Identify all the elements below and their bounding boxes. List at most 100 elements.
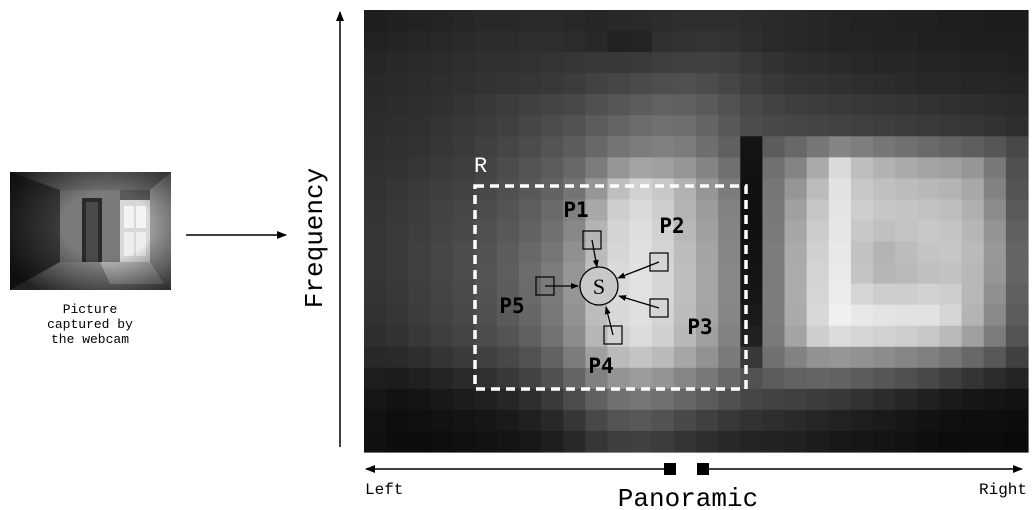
heatmap-cell (496, 136, 520, 158)
heatmap-cell (386, 73, 409, 95)
heatmap-cell (518, 325, 542, 348)
heatmap-cell (696, 346, 719, 369)
heatmap-cell (850, 430, 874, 453)
heatmap-cell (828, 178, 852, 201)
heatmap-cell (873, 367, 896, 390)
heatmap-cell (364, 430, 387, 453)
heatmap-cell (917, 283, 941, 306)
heatmap-cell (364, 283, 387, 306)
heatmap-cell (673, 304, 697, 327)
heatmap-cell (563, 388, 586, 411)
heatmap-cell (828, 31, 852, 53)
heatmap-cell (364, 136, 387, 158)
heatmap-cell (496, 10, 520, 32)
heatmap-cell (806, 10, 830, 32)
heatmap-cell (474, 94, 498, 116)
heatmap-cell (806, 388, 830, 411)
heatmap-cell (607, 73, 631, 95)
heatmap-cell (784, 178, 808, 201)
heatmap-cell (364, 31, 387, 53)
heatmap-cell (452, 220, 476, 243)
heatmap-cell (762, 430, 786, 453)
heatmap-cell (518, 388, 542, 411)
heatmap-cell (651, 388, 675, 411)
heatmap-cell (1005, 388, 1029, 411)
heatmap-cell (983, 346, 1007, 369)
heatmap-cell (673, 430, 697, 453)
heatmap-cell (718, 136, 741, 158)
heatmap-cell (961, 94, 985, 116)
heatmap-cell (518, 430, 542, 453)
arrow-p1-to-s (591, 239, 599, 268)
heatmap-cell (474, 178, 498, 201)
heatmap-cell (961, 346, 985, 369)
heatmap-cell (518, 10, 542, 32)
heatmap-cell (696, 388, 719, 411)
heatmap-cell (983, 283, 1007, 306)
x-axis-label: Panoramic (618, 484, 758, 510)
heatmap-cell (474, 73, 498, 95)
heatmap-cell (629, 241, 653, 264)
heatmap-cell (496, 52, 520, 74)
heatmap-cell (784, 199, 808, 222)
heatmap-cell (541, 115, 564, 137)
heatmap-cell (850, 94, 874, 116)
heatmap-cell (873, 94, 896, 116)
heatmap-cell (961, 241, 985, 264)
region-r-box (473, 184, 748, 391)
neighbor-label-p3: P3 (687, 315, 712, 339)
heatmap-cell (430, 241, 454, 264)
heatmap-cell (408, 157, 431, 179)
heatmap-cell (873, 157, 896, 179)
heatmap-cell (828, 157, 852, 179)
heatmap-cell (895, 325, 918, 348)
heatmap-cell (474, 262, 498, 285)
heatmap-cell (718, 157, 741, 179)
heatmap-cell (696, 136, 719, 158)
heatmap-cell (651, 409, 675, 432)
webcam-photo-caption: Picture captured by the webcam (0, 302, 180, 347)
heatmap-cell (762, 73, 786, 95)
heatmap-cell (452, 262, 476, 285)
heatmap-cell (673, 346, 697, 369)
heatmap-cell (828, 220, 852, 243)
heatmap-cell (629, 325, 653, 348)
heatmap-cell (718, 367, 741, 390)
heatmap-cell (784, 241, 808, 264)
heatmap-cell (983, 31, 1007, 53)
heatmap-cell (474, 136, 498, 158)
heatmap-cell (408, 52, 431, 74)
heatmap-cell (939, 262, 963, 285)
heatmap-cell (740, 199, 763, 222)
heatmap-cell (983, 220, 1007, 243)
heatmap-cell (873, 73, 896, 95)
heatmap-cell (740, 73, 763, 95)
heatmap-cell (961, 10, 985, 32)
heatmap-cell (629, 304, 653, 327)
heatmap-cell (651, 220, 675, 243)
heatmap-cell (806, 220, 830, 243)
x-axis-left-end (664, 463, 676, 475)
heatmap-cell (386, 304, 409, 327)
heatmap-cell (629, 157, 653, 179)
heatmap-cell (629, 136, 653, 158)
heatmap-cell (917, 199, 941, 222)
heatmap-cell (651, 157, 675, 179)
heatmap-cell (408, 388, 431, 411)
heatmap-cell (961, 325, 985, 348)
heatmap-cell (696, 409, 719, 432)
heatmap-cell (939, 73, 963, 95)
heatmap-cell (917, 325, 941, 348)
heatmap-cell (474, 10, 498, 32)
heatmap-cell (408, 409, 431, 432)
heatmap-cell (673, 115, 697, 137)
heatmap-cell (917, 10, 941, 32)
heatmap-cell (518, 199, 542, 222)
heatmap-cell (1005, 157, 1029, 179)
heatmap-cell (762, 199, 786, 222)
heatmap-cell (762, 346, 786, 369)
heatmap-cell (496, 31, 520, 53)
heatmap-cell (740, 115, 763, 137)
heatmap-cell (386, 220, 409, 243)
heatmap-cell (1005, 346, 1029, 369)
